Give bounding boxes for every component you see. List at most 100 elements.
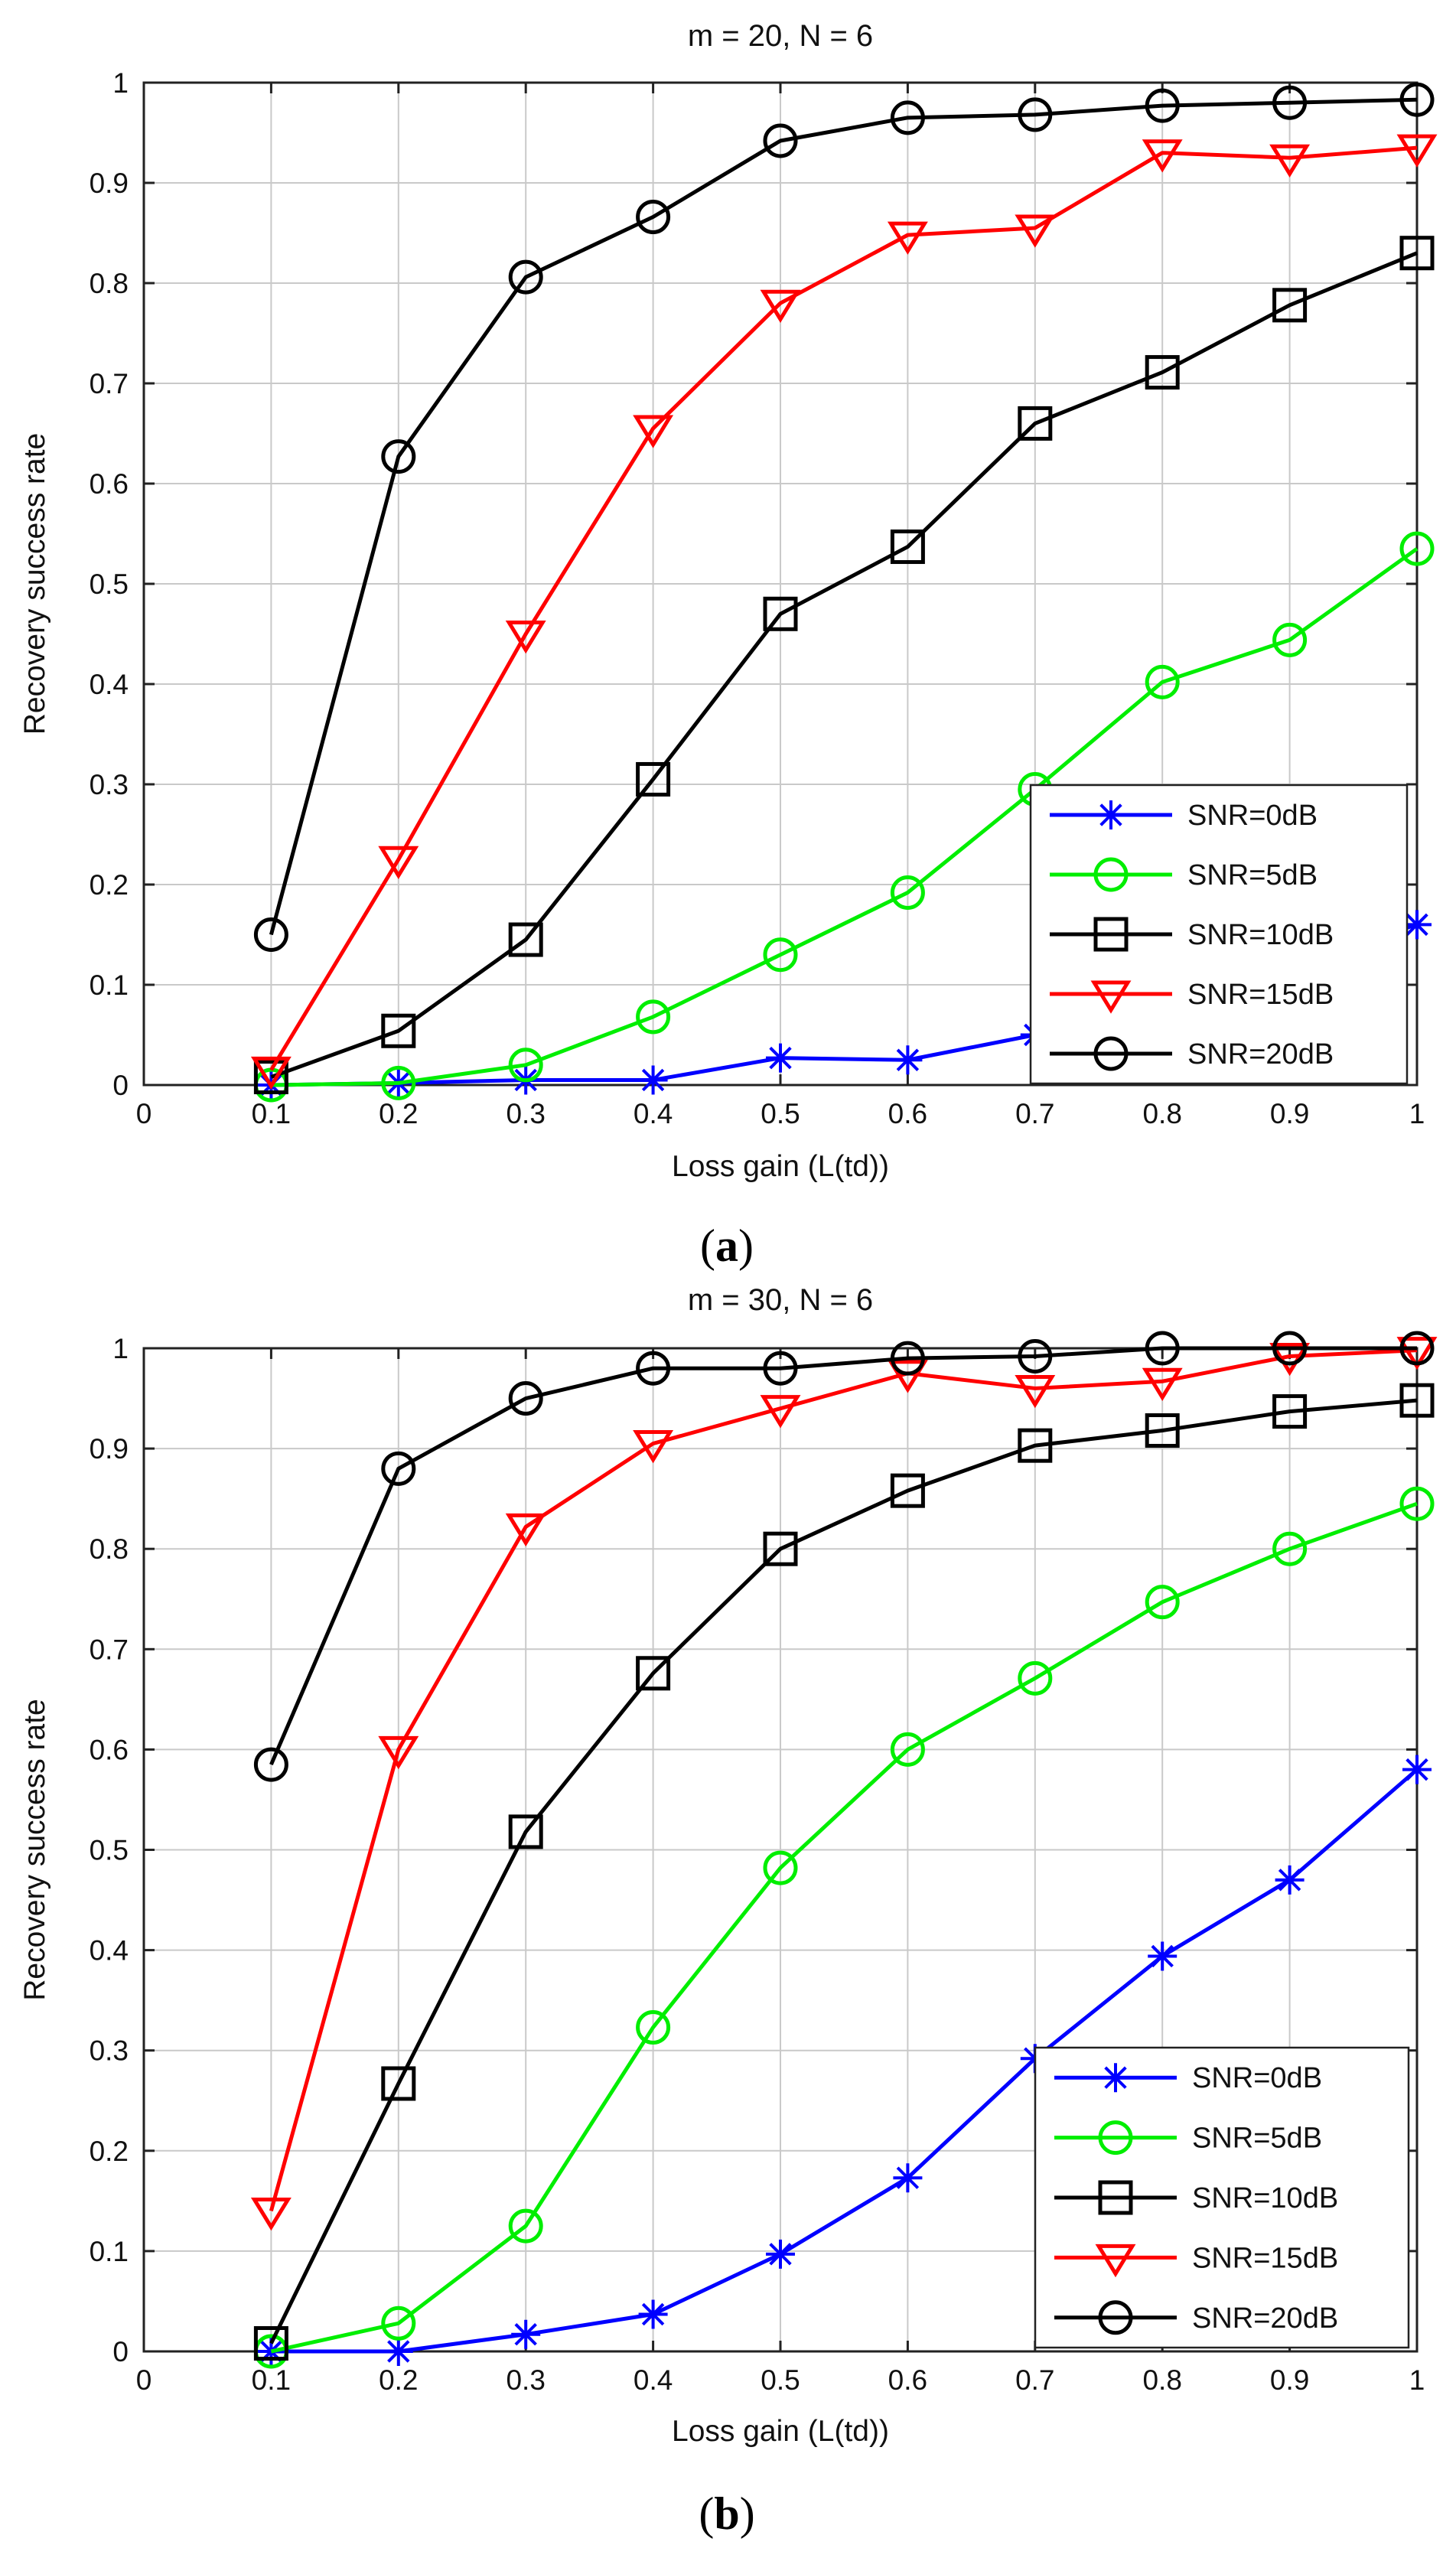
data-point-snr-10db [636, 761, 671, 797]
legend-marker [1093, 917, 1129, 952]
x-tick-label: 0.1 [252, 1098, 291, 1129]
y-tick-label: 0.2 [90, 869, 129, 901]
series-line-snr-20db [269, 97, 1418, 936]
x-tick-label: 0.7 [1015, 1098, 1054, 1129]
legend-item-snr-0db: SNR=0dB [1050, 800, 1318, 832]
data-point-snr-10db [508, 922, 543, 957]
data-point-snr-20db [253, 1747, 288, 1782]
data-point-snr-5db [381, 1065, 416, 1100]
x-tick-label: 0.4 [634, 1098, 673, 1129]
data-point-snr-15db [1396, 134, 1438, 168]
y-tick-label: 0.3 [90, 769, 129, 800]
data-point-snr-10db [1018, 406, 1053, 441]
data-point-snr-20db [1145, 88, 1180, 123]
data-point-snr-0db-strokes [383, 2337, 413, 2366]
data-point-snr-10db [381, 1013, 416, 1048]
series-line-snr-5db [270, 1501, 1418, 2354]
y-tick-label: 0.4 [90, 669, 129, 700]
x-tick-label: 0.2 [379, 2364, 418, 2396]
data-point-snr-15db [505, 1513, 546, 1547]
series-line-snr-0db [271, 1768, 1419, 2354]
data-point-snr-10db [1399, 1383, 1435, 1418]
data-point-snr-5db [508, 1048, 543, 1083]
data-point-snr-5db [1272, 1531, 1308, 1566]
legend-label: SNR=0dB [1187, 800, 1318, 832]
data-point-snr-10db [253, 1060, 288, 1095]
data-point-snr-20db [636, 200, 671, 235]
data-point-snr-0db-strokes [766, 2239, 795, 2269]
data-point-snr-20db [763, 123, 798, 158]
legend-item-snr-0db: SNR=0dB [1054, 2062, 1322, 2094]
data-point-snr-20db [763, 1351, 798, 1386]
y-tick-label: 1 [112, 67, 129, 99]
data-point-snr-10db [1145, 1413, 1180, 1448]
legend-label: SNR=5dB [1192, 2123, 1322, 2155]
data-point-snr-15db [378, 846, 419, 880]
data-point-snr-0db [1402, 1755, 1432, 1784]
chart-panel-a: 0 0.1 0.2 0.3 0.4 0.5 0.6 0.7 0.8 0.9 1 0 0.1 0.2 0.3 0… [18, 19, 1438, 1271]
panel-label: (a) [700, 1220, 754, 1271]
series-line-snr-5db [271, 547, 1419, 1087]
chart-title: m = 20, N = 6 [688, 19, 873, 53]
legend-label: SNR=20dB [1187, 1038, 1334, 1070]
y-tick-label: 0.4 [90, 1935, 129, 1967]
data-point-snr-5db [1399, 531, 1435, 566]
data-point-snr-15db [250, 2197, 292, 2231]
data-point-snr-20db [890, 100, 925, 135]
legend-item-snr-15db: SNR=15dB [1054, 2242, 1338, 2278]
legend-item-snr-10db: SNR=10dB [1050, 917, 1334, 952]
data-point-snr-5db [1272, 622, 1308, 657]
data-point-snr-5db [890, 875, 925, 910]
data-point-snr-5db [890, 1732, 925, 1767]
x-tick-label: 0.4 [634, 2364, 673, 2396]
data-point-snr-0db-strokes [1402, 1755, 1432, 1784]
data-point-snr-20db [253, 917, 288, 952]
panel-label-open: ( [700, 1220, 715, 1271]
legend: SNR=0dB SNR=5dB SNR=10dB SNR=15dB SNR=20dB [1029, 784, 1409, 1085]
series-snr-10db [253, 1383, 1435, 2361]
data-point-snr-10db [381, 2066, 416, 2101]
data-point-snr-0db-strokes [893, 1045, 923, 1075]
data-point-snr-10db [1272, 288, 1308, 323]
series-snr-20db [253, 82, 1435, 952]
x-tick-label: 0.6 [888, 2364, 927, 2396]
x-tick-label: 0.9 [1270, 2364, 1309, 2396]
data-point-snr-10db [508, 1814, 543, 1849]
legend: SNR=0dB SNR=5dB SNR=10dB SNR=15dB SNR=20dB [1034, 2046, 1410, 2349]
x-tick-label: 0.3 [506, 2364, 545, 2396]
data-point-snr-15db [1015, 214, 1056, 248]
data-point-snr-20db [1272, 1331, 1308, 1366]
data-point-snr-10db [1272, 1394, 1308, 1429]
data-point-snr-5db [508, 2208, 543, 2244]
y-tick-label: 0.2 [90, 2136, 129, 2167]
data-point-snr-5db [1145, 664, 1180, 699]
x-tick-label: 0.2 [379, 1098, 418, 1129]
x-tick-label: 1 [1409, 2364, 1425, 2396]
x-tick-label: 0.8 [1142, 1098, 1181, 1129]
data-point-snr-15db [250, 1056, 292, 1090]
data-point-snr-15db [1396, 1337, 1438, 1370]
y-tick-label: 0 [112, 2336, 129, 2367]
data-point-snr-15db [1142, 1367, 1183, 1402]
legend-item-snr-20db: SNR=20dB [1050, 1036, 1334, 1071]
ticks: 0 0.1 0.2 0.3 0.4 0.5 0.6 0.7 0.8 0.9 1 0 0.1 0.2 0.3 0… [90, 67, 1425, 1129]
y-axis-label: Recovery success rate [18, 433, 51, 735]
data-point-snr-5db [636, 999, 671, 1035]
data-point-snr-10db [763, 1531, 798, 1566]
data-point-snr-0db [893, 2163, 923, 2193]
data-point-snr-15db [760, 1395, 801, 1429]
series-snr-10db [253, 236, 1435, 1095]
x-tick-label: 0.8 [1142, 2364, 1181, 2396]
data-point-snr-0db [638, 1065, 668, 1095]
data-point-snr-15db [1269, 144, 1311, 178]
data-point-snr-20db [508, 1381, 543, 1416]
series-line-snr-10db [269, 1398, 1418, 2345]
x-tick-label: 0 [136, 1098, 152, 1129]
series-snr-5db [253, 1486, 1435, 2369]
data-point-snr-10db [890, 1473, 925, 1508]
x-axis-label: Loss gain (L(td)) [672, 1150, 889, 1183]
legend-label: SNR=0dB [1192, 2062, 1322, 2094]
legend-item-snr-10db: SNR=10dB [1054, 2180, 1338, 2215]
legend-marker [1096, 800, 1125, 829]
legend-label: SNR=5dB [1187, 859, 1318, 891]
